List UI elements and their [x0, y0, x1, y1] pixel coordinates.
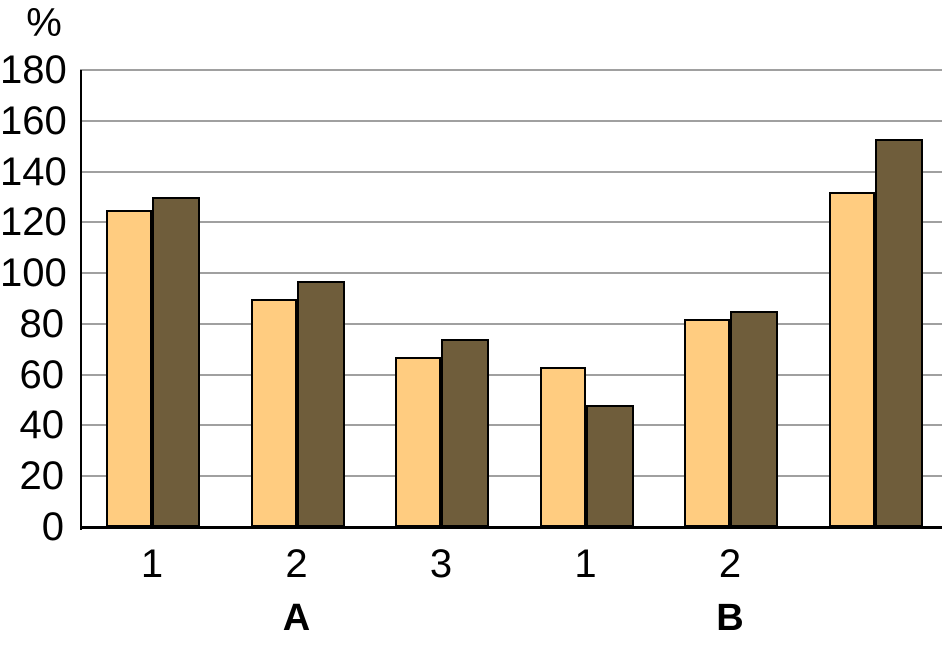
gridline-140: [80, 170, 942, 173]
x-tick-label-group3: 3: [429, 542, 453, 586]
y-axis-unit-label: %: [26, 1, 62, 45]
bar-dark-brown-group3: [441, 339, 489, 527]
y-tick-label-0: 0: [41, 505, 64, 549]
bar-light-orange-group6: [828, 191, 875, 527]
x-tick-label-group1: 1: [140, 542, 164, 586]
x-tick-label-group4: 1: [574, 542, 597, 586]
bar-dark-brown-group2: [296, 280, 345, 527]
gridline-80: [80, 322, 942, 325]
y-tick-label-120: 120: [0, 200, 67, 245]
y-tick-label-80: 80: [19, 301, 65, 346]
gridline-40: [80, 424, 942, 427]
bar-light-orange-group1: [106, 209, 152, 527]
bar-light-orange-group4: [539, 367, 586, 527]
gridline-60: [80, 373, 942, 376]
y-tick-label-40: 40: [19, 403, 65, 448]
bar-dark-brown-group4: [585, 405, 634, 527]
section-label-A: A: [282, 597, 311, 639]
y-tick-label-60: 60: [19, 352, 65, 397]
y-axis-line: [80, 70, 82, 530]
y-tick-label-180: 180: [0, 48, 67, 92]
x-axis-line: [80, 526, 942, 529]
bar-light-orange-group2: [250, 298, 297, 527]
gridline-120: [80, 221, 942, 224]
y-tick-label-100: 100: [0, 251, 67, 296]
x-tick-label-group2: 2: [285, 542, 308, 586]
bar-dark-brown-group6: [874, 138, 923, 527]
y-tick-label-140: 140: [0, 149, 67, 194]
gridline-100: [80, 272, 942, 275]
bar-light-orange-group3: [395, 356, 441, 527]
bar-light-orange-group5: [684, 318, 730, 527]
x-tick-label-group5: 2: [718, 542, 742, 586]
y-tick-label-20: 20: [19, 454, 65, 499]
gridline-160: [80, 119, 942, 122]
gridline-20: [80, 475, 942, 478]
bar-dark-brown-group1: [152, 196, 200, 527]
bar-dark-brown-group5: [730, 311, 778, 527]
gridline-180: [80, 69, 942, 71]
section-label-B: B: [716, 597, 744, 639]
y-tick-label-160: 160: [0, 98, 67, 143]
